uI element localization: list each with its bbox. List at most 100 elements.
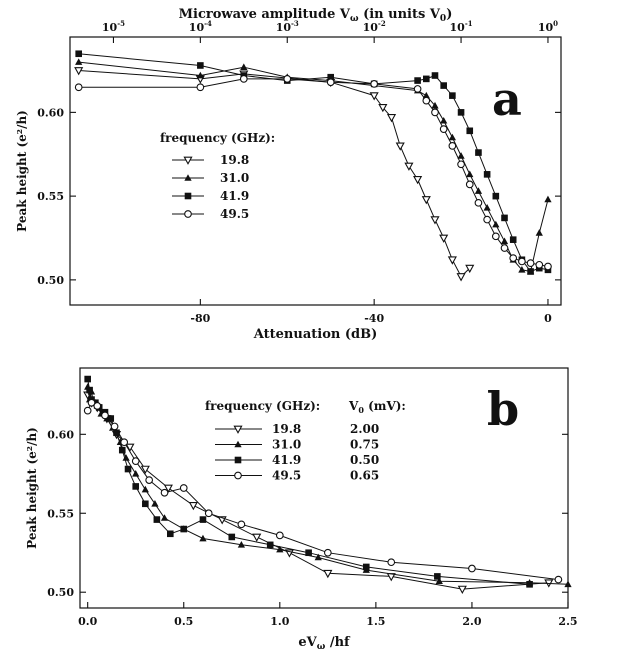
data-point xyxy=(369,92,379,101)
y-tick-label: 0.55 xyxy=(37,190,64,203)
data-point xyxy=(434,573,441,580)
data-point xyxy=(125,443,135,452)
legend-v0-value: 0.50 xyxy=(350,453,379,467)
legend-marker xyxy=(234,471,242,480)
data-point xyxy=(197,62,204,69)
data-point xyxy=(387,558,396,567)
legend-title-v0: V0 (mV): xyxy=(348,399,406,415)
series-31.0 xyxy=(75,58,552,275)
data-point xyxy=(466,170,474,178)
legend-marker xyxy=(234,456,242,464)
data-point xyxy=(140,465,150,474)
data-point xyxy=(509,254,518,262)
data-point xyxy=(75,50,82,58)
data-point xyxy=(118,446,126,454)
legend-title-v0-main: V xyxy=(348,399,359,413)
panel-letter: b xyxy=(487,382,519,436)
data-point xyxy=(439,125,448,133)
data-point xyxy=(180,525,188,533)
data-point xyxy=(421,196,431,205)
data-point xyxy=(275,531,284,540)
data-point xyxy=(457,160,465,169)
legend-label: 41.9 xyxy=(272,453,301,467)
data-point xyxy=(439,234,449,243)
series-line xyxy=(78,70,471,278)
legend-title-v0-sub: 0 xyxy=(358,405,364,415)
data-point xyxy=(474,187,483,194)
top-tick-mantissa: 10 xyxy=(276,21,292,34)
data-point xyxy=(544,195,552,203)
top-tick-exponent: -2 xyxy=(378,19,386,28)
top-axis-title-main: Microwave amplitude V xyxy=(179,7,351,22)
data-point xyxy=(544,262,552,271)
data-point xyxy=(142,500,149,508)
data-point xyxy=(131,457,140,466)
top-tick-exponent: -4 xyxy=(204,19,212,28)
data-point xyxy=(431,101,439,109)
data-point xyxy=(465,180,474,189)
x-axis-title-suffix: /hf xyxy=(325,635,351,650)
legend-marker xyxy=(184,210,192,218)
data-point xyxy=(314,553,322,561)
x-tick-label: 0.0 xyxy=(78,615,97,628)
top-tick-exponent: -1 xyxy=(465,19,473,28)
plot-frame-a xyxy=(69,36,562,306)
data-point xyxy=(554,575,563,584)
series-line xyxy=(78,78,549,267)
x-tick-label: 1.0 xyxy=(270,615,289,628)
data-point xyxy=(491,232,500,241)
data-point xyxy=(204,509,213,518)
top-axis-title: Microwave amplitude Vω (in units V0) xyxy=(179,7,453,24)
legend-title-v0-suffix: (mV): xyxy=(364,399,406,413)
data-point xyxy=(124,465,132,473)
data-point xyxy=(404,162,414,171)
panel-b: eVω /hf V0 (mV): xyxy=(79,367,572,652)
data-point xyxy=(75,58,83,65)
data-point xyxy=(237,541,246,548)
top-tick-exponent: -5 xyxy=(117,19,125,28)
data-point xyxy=(153,516,161,523)
data-point xyxy=(518,257,526,266)
legend: V0 (mV): xyxy=(215,399,406,480)
data-point xyxy=(447,256,457,265)
data-point xyxy=(179,484,188,492)
top-axis-title-sub2: 0 xyxy=(440,14,446,24)
data-point xyxy=(457,585,467,594)
data-point xyxy=(323,569,333,579)
top-tick-mantissa: 10 xyxy=(189,21,205,34)
data-point xyxy=(395,142,405,151)
data-point xyxy=(475,149,482,156)
legend-label: 31.0 xyxy=(272,438,301,452)
top-tick-label: 10-3 xyxy=(276,19,299,34)
data-point xyxy=(110,422,119,431)
data-point xyxy=(413,85,422,93)
data-point xyxy=(239,75,248,83)
data-point xyxy=(93,402,102,410)
y-axis-title: Peak height (e²/h) xyxy=(15,110,29,232)
legend-title: frequency (GHz): xyxy=(160,131,275,145)
data-point xyxy=(518,266,526,273)
data-point xyxy=(370,80,379,88)
data-point xyxy=(509,236,517,243)
data-point xyxy=(465,264,475,274)
plot-frame-b xyxy=(79,367,569,609)
data-point xyxy=(483,204,491,211)
data-point xyxy=(422,91,430,99)
data-point xyxy=(440,82,447,89)
data-point xyxy=(120,438,129,447)
legend-label: 49.5 xyxy=(272,469,301,483)
data-point xyxy=(141,485,149,493)
data-point xyxy=(240,63,248,70)
data-point xyxy=(413,176,423,185)
data-point xyxy=(145,476,154,484)
data-point xyxy=(564,580,572,588)
data-point xyxy=(266,541,274,549)
data-point xyxy=(122,454,130,461)
data-point xyxy=(422,96,431,105)
x-tick-label: 1.5 xyxy=(366,615,385,628)
x-tick-label: 2.5 xyxy=(558,615,577,628)
data-point xyxy=(87,398,96,407)
y-tick-label: 0.55 xyxy=(47,507,74,520)
